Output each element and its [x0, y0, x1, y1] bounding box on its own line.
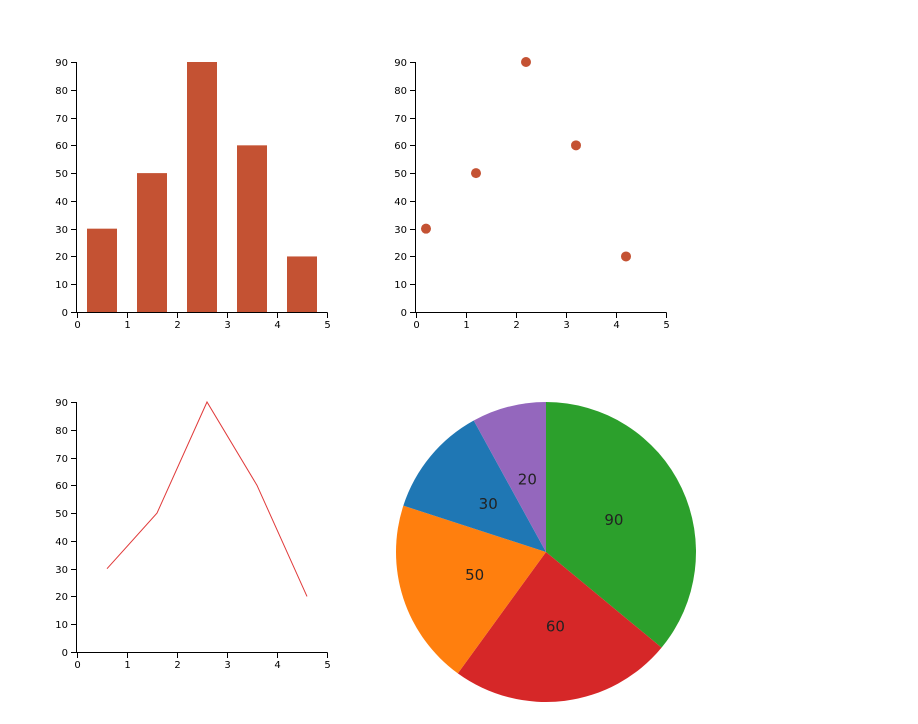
bar-chart-x-tick-label: 5	[324, 320, 330, 331]
scatter-chart: 0 10 20 30 40 50 60 70 80 90 0 1 2 3 4 5	[394, 57, 670, 331]
bar-chart-x-tick-label: 1	[124, 320, 130, 331]
line-chart-y-tick-label: 40	[55, 537, 68, 548]
scatter-chart-y-tick-label: 0	[401, 308, 407, 319]
line-chart-y-tick-label: 50	[55, 509, 68, 520]
pie-slice-label: 50	[465, 566, 484, 584]
line-chart-x-tick-label: 5	[324, 660, 330, 671]
bar-chart-y-tick-label: 80	[55, 86, 68, 97]
line-chart-y-tick-label: 20	[55, 592, 68, 603]
line-chart-x-tick-label: 3	[224, 660, 230, 671]
pie-slice	[546, 402, 696, 648]
scatter-chart-y-tick-label: 10	[394, 280, 407, 291]
pie-slice	[457, 552, 662, 702]
pie-slice	[473, 402, 546, 552]
bar-chart-y-tick-label: 40	[55, 197, 68, 208]
scatter-point	[571, 140, 581, 151]
scatter-point	[421, 223, 431, 234]
scatter-chart-x-tick-label: 3	[563, 320, 569, 331]
pie-slice-label: 90	[604, 511, 623, 529]
bar-chart-x-tick-label: 0	[74, 320, 80, 331]
bar-chart-y-tick-label: 90	[55, 58, 68, 69]
line-chart-x-tick-label: 4	[274, 660, 280, 671]
pie-slice-label: 30	[479, 495, 498, 513]
line-series	[106, 400, 308, 597]
line-chart-y-tick-label: 10	[55, 620, 68, 631]
pie-slice-label: 60	[546, 617, 565, 635]
line-chart-x-tick-label: 2	[174, 660, 180, 671]
line-chart-x-tick-label: 1	[124, 660, 130, 671]
bar-chart-y-tick-label: 60	[55, 141, 68, 152]
scatter-chart-y-tick-label: 60	[394, 141, 407, 152]
bar-chart-y-tick-label: 50	[55, 169, 68, 180]
line-chart-y-tick-label: 0	[62, 648, 68, 659]
scatter-chart-y-tick-label: 70	[394, 114, 407, 125]
pie-slice	[403, 420, 546, 552]
line-chart: 0 10 20 30 40 50 60 70 80 90 0 1 2 3 4 5	[55, 398, 330, 671]
bar	[287, 256, 317, 312]
bar-chart: 0 10 20 30 40 50 60 70 80 90 0 1 2 3 4 5	[55, 58, 330, 331]
line-chart-y-tick-label: 70	[55, 454, 68, 465]
scatter-chart-y-tick-label: 80	[394, 86, 407, 97]
bar	[137, 173, 167, 312]
pie-chart: 90 60 50 30 20	[396, 402, 696, 702]
scatter-chart-y-tick-label: 90	[394, 58, 407, 69]
bar	[87, 228, 117, 312]
pie-slice-label: 20	[518, 470, 537, 488]
line-chart-y-tick-label: 80	[55, 426, 68, 437]
bar-chart-x-tick-label: 2	[174, 320, 180, 331]
line-chart-y-tick-label: 60	[55, 481, 68, 492]
scatter-chart-x-tick-label: 4	[613, 320, 619, 331]
bar-chart-y-tick-label: 0	[62, 308, 68, 319]
line-chart-y-tick-label: 30	[55, 565, 68, 576]
scatter-point	[621, 251, 631, 262]
scatter-point	[471, 168, 481, 179]
scatter-chart-y-tick-label: 30	[394, 225, 407, 236]
bar-chart-y-tick-label: 70	[55, 114, 68, 125]
pie-slice	[396, 505, 546, 674]
bar	[187, 62, 217, 312]
scatter-point	[521, 57, 531, 67]
bar	[237, 145, 267, 312]
bar-chart-y-tick-label: 20	[55, 252, 68, 263]
scatter-chart-x-tick-label: 0	[413, 320, 419, 331]
bar-chart-y-tick-label: 10	[55, 280, 68, 291]
scatter-chart-y-tick-label: 50	[394, 169, 407, 180]
scatter-chart-x-tick-label: 5	[663, 320, 669, 331]
scatter-chart-y-tick-label: 20	[394, 252, 407, 263]
bar-chart-y-tick-label: 30	[55, 225, 68, 236]
line-chart-y-tick-label: 90	[55, 398, 68, 409]
line-chart-x-tick-label: 0	[74, 660, 80, 671]
scatter-chart-y-tick-label: 40	[394, 197, 407, 208]
scatter-chart-x-tick-label: 2	[513, 320, 519, 331]
bar-chart-x-tick-label: 3	[224, 320, 230, 331]
bar-chart-x-tick-label: 4	[274, 320, 280, 331]
scatter-chart-x-tick-label: 1	[463, 320, 469, 331]
